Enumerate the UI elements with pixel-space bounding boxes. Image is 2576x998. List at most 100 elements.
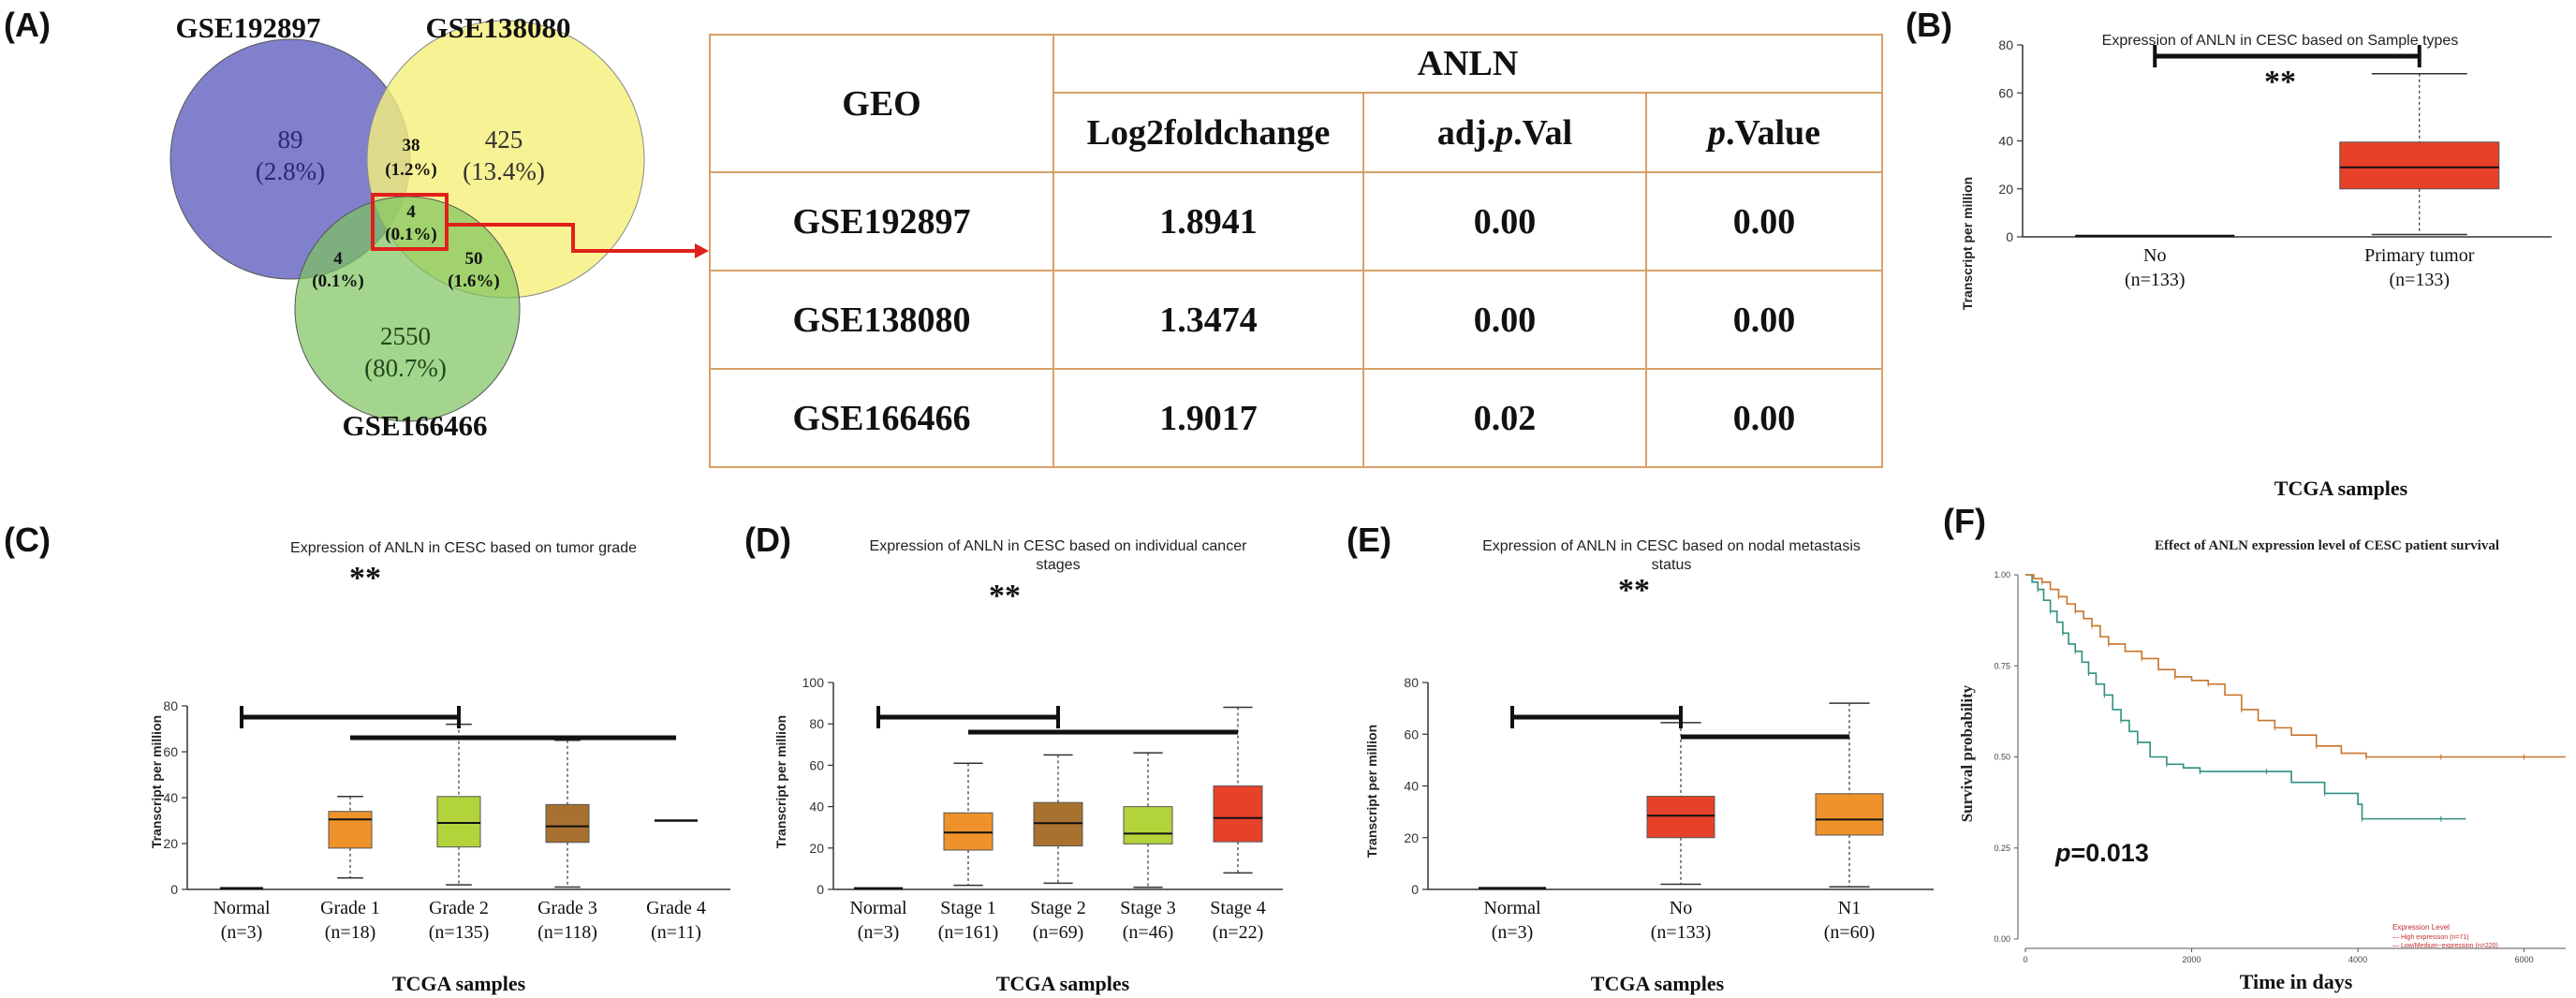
panel-e-sig: ** xyxy=(1618,573,1650,608)
table-col-adjp: adj.p.Val xyxy=(1362,92,1647,173)
x-tick-count: (n=133) xyxy=(1651,922,1712,943)
table-cell-adjp: 0.00 xyxy=(1362,171,1647,272)
table-row: GSE192897 1.8941 0.00 0.00 xyxy=(709,171,1883,272)
y-tick-label: 0 xyxy=(170,882,178,897)
y-tick-label: 100 xyxy=(802,675,825,690)
venn-diagram: GSE192897 GSE138080 GSE166466 89 (2.8%) … xyxy=(169,11,709,442)
x-tick-count: (n=3) xyxy=(221,922,263,943)
y-tick-label: 0 xyxy=(1411,882,1419,897)
y-tick-label: 0 xyxy=(817,882,824,897)
panel-c-title: Expression of ANLN in CESC based on tumo… xyxy=(290,540,637,556)
x-tick-count: (n=133) xyxy=(2389,270,2450,290)
y-tick-label: 60 xyxy=(1998,85,2013,100)
table-gene-header: ANLN xyxy=(1052,34,1883,94)
panel-e-plot-area: 0 20 40 60 80 Normal (n=3) No (n=133) N1 (n=60) xyxy=(1404,675,1934,943)
table-cell-lfc: 1.3474 xyxy=(1052,270,1364,370)
venn-set3-label: GSE166466 xyxy=(342,409,487,442)
x-tick-label: 4000 xyxy=(2348,955,2367,964)
y-tick-label: 1.00 xyxy=(1994,570,2010,580)
y-tick-label: 60 xyxy=(809,757,824,772)
y-tick-label: 40 xyxy=(163,790,178,805)
table-row: GSE166466 1.9017 0.02 0.00 xyxy=(709,368,1883,468)
y-tick-label: 60 xyxy=(163,744,178,759)
x-tick-count: (n=11) xyxy=(651,922,701,943)
panel-e-ylabel: Transcript per million xyxy=(1364,725,1379,858)
panel-f-plot-area: 0.00 0.25 0.50 0.75 1.00 0 2000 4000 6000 xyxy=(1994,570,2566,964)
venn-only2-pct: (13.4%) xyxy=(463,157,545,185)
box xyxy=(2339,141,2500,190)
x-tick-label: Grade 3 xyxy=(537,898,597,918)
table-cell-adjp: 0.00 xyxy=(1362,270,1647,370)
panel-b-plot-area: 0 20 40 60 80 No (n=133) Primary tumor (n=133) xyxy=(1998,37,2552,290)
table-cell-adjp: 0.02 xyxy=(1362,368,1647,468)
table-cell-p: 0.00 xyxy=(1645,171,1883,272)
table-cell-geo: GSE192897 xyxy=(709,171,1054,272)
x-tick-label: 6000 xyxy=(2515,955,2534,964)
panel-e-title-line2: status xyxy=(1652,557,1692,573)
panel-b-boxplot: Expression of ANLN in CESC based on Samp… xyxy=(1960,33,2552,500)
panel-d-plot-area: 0 20 40 60 80 100 Normal (n=3) Stage 1 (n=161) Sta… xyxy=(802,675,1283,943)
venn-only3-pct: (80.7%) xyxy=(364,354,447,382)
venn-s12-pct: (1.2%) xyxy=(385,160,436,180)
y-tick-label: 0.75 xyxy=(1994,661,2010,670)
table-row: GSE138080 1.3474 0.00 0.00 xyxy=(709,270,1883,370)
x-tick-label: No xyxy=(1670,898,1692,918)
y-tick-label: 80 xyxy=(809,716,824,731)
y-tick-label: 80 xyxy=(1998,37,2013,52)
panel-b-label: (B) xyxy=(1906,6,1952,44)
panel-b-ylabel: Transcript per million xyxy=(1960,177,1975,310)
venn-s12-count: 38 xyxy=(403,136,420,155)
x-tick-label: Normal xyxy=(1483,898,1541,918)
y-tick-label: 40 xyxy=(809,800,824,815)
panel-f-survival-plot: Effect of ANLN expression level of CESC … xyxy=(1958,538,2566,993)
x-tick-label: Grade 4 xyxy=(646,898,706,918)
venn-s123-pct: (0.1%) xyxy=(385,225,436,244)
table-cell-lfc: 1.9017 xyxy=(1052,368,1364,468)
box xyxy=(436,796,481,848)
x-tick-count: (n=22) xyxy=(1213,922,1264,943)
x-tick-label: Normal xyxy=(213,898,271,918)
anln-geo-table: GEO ANLN Log2foldchange adj.p.Val p.Valu… xyxy=(709,34,1883,468)
y-tick-label: 0.50 xyxy=(1994,753,2010,762)
box xyxy=(1213,785,1263,843)
table-col-lfc: Log2foldchange xyxy=(1052,92,1364,173)
panel-c-xlabel: TCGA samples xyxy=(392,972,526,995)
table-cell-geo: GSE166466 xyxy=(709,368,1054,468)
box xyxy=(545,803,590,844)
panel-d-label: (D) xyxy=(744,521,791,559)
survival-curve-high xyxy=(2025,574,2466,820)
y-tick-label: 80 xyxy=(1404,675,1419,690)
x-tick-label: 2000 xyxy=(2183,955,2201,964)
table-cell-p: 0.00 xyxy=(1645,270,1883,370)
panel-e-title-line1: Expression of ANLN in CESC based on noda… xyxy=(1482,538,1861,554)
y-tick-label: 60 xyxy=(1404,726,1419,741)
x-tick-count: (n=18) xyxy=(325,922,376,943)
x-tick-label: Primary tumor xyxy=(2364,245,2475,266)
x-tick-count: (n=46) xyxy=(1123,922,1174,943)
x-tick-label: No xyxy=(2143,245,2166,266)
venn-only1-pct: (2.8%) xyxy=(256,157,325,185)
x-tick-count: (n=60) xyxy=(1824,922,1876,943)
x-tick-label: Grade 2 xyxy=(429,898,489,918)
y-tick-label: 20 xyxy=(163,836,178,851)
panel-d-xlabel: TCGA samples xyxy=(996,972,1130,995)
y-tick-label: 0.25 xyxy=(1994,844,2010,853)
panel-d-title-line2: stages xyxy=(1036,557,1080,573)
panel-c-boxplot: Expression of ANLN in CESC based on tumo… xyxy=(149,540,730,995)
panel-e-boxplot: Expression of ANLN in CESC based on noda… xyxy=(1364,538,1934,995)
panel-f-xlabel: Time in days xyxy=(2240,970,2353,993)
panel-c-label: (C) xyxy=(4,521,51,559)
panel-e-xlabel: TCGA samples xyxy=(1591,972,1725,995)
x-tick-label: Stage 2 xyxy=(1030,898,1085,918)
x-tick-count: (n=3) xyxy=(1492,922,1534,943)
y-tick-label: 40 xyxy=(1998,134,2013,149)
panel-f-legend-high: — High expression (n=71) xyxy=(2392,934,2469,941)
x-tick-count: (n=133) xyxy=(2125,270,2186,290)
table-cell-geo: GSE138080 xyxy=(709,270,1054,370)
box xyxy=(1815,793,1884,836)
x-tick-label: 0 xyxy=(2023,955,2027,964)
panel-d-sig: ** xyxy=(989,579,1021,613)
panel-f-ylabel: Survival probability xyxy=(1958,684,1976,822)
panel-f-legend-title: Expression Level xyxy=(2392,923,2450,932)
y-tick-label: 20 xyxy=(1404,830,1419,845)
